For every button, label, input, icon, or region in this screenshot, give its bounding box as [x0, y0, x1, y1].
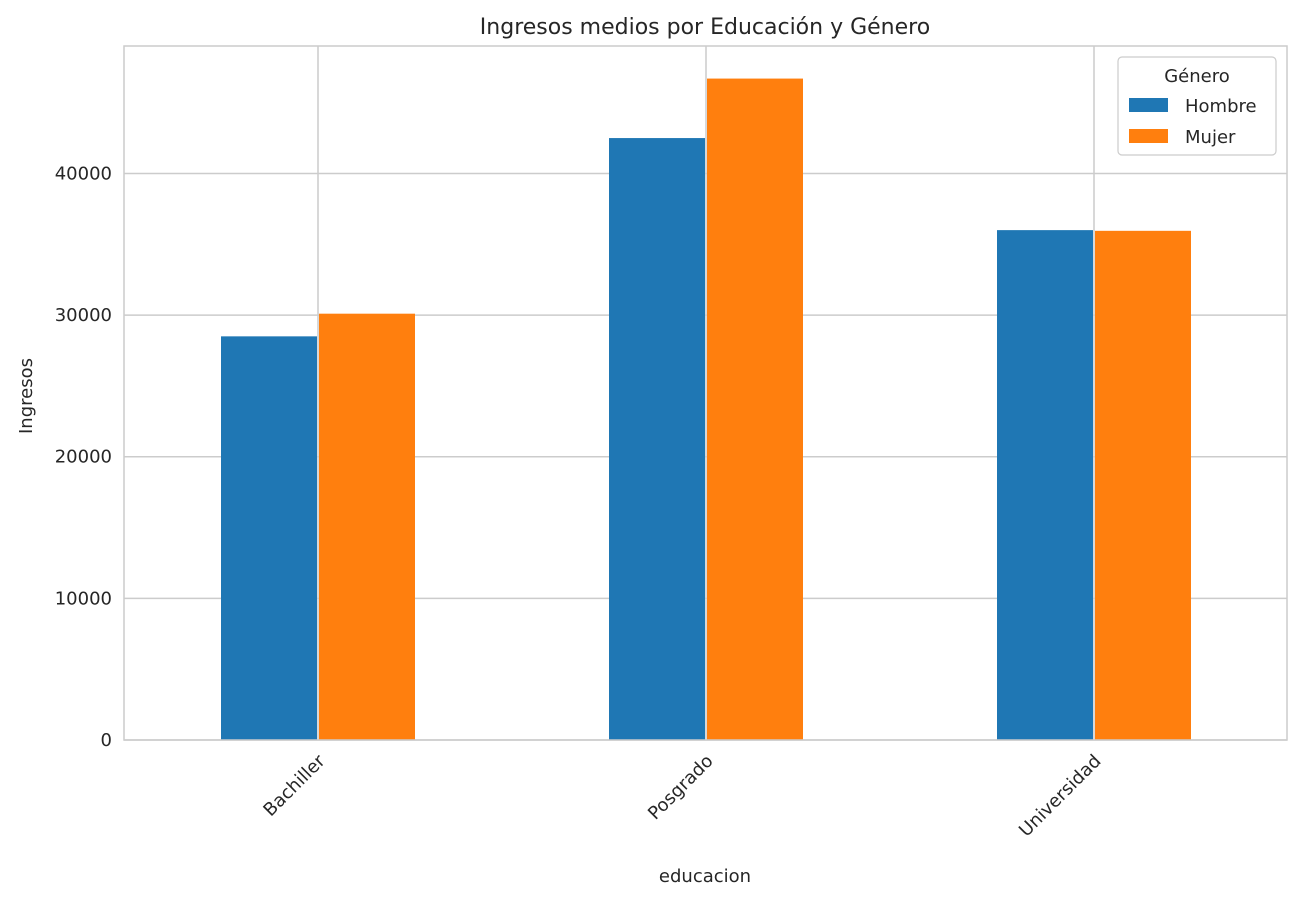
plot-frame — [123, 45, 1288, 741]
y-tick-label: 0 — [101, 730, 112, 751]
legend-title: Género — [1164, 66, 1230, 87]
x-tick-label: Bachiller — [259, 750, 330, 821]
x-tick-label: Universidad — [1015, 751, 1105, 841]
x-axis-label: educacion — [659, 866, 751, 887]
bar-mujer-posgrado — [707, 78, 803, 741]
y-ticks: 0 10000 20000 30000 40000 — [55, 163, 112, 751]
x-tick-label: Posgrado — [644, 751, 717, 824]
legend-label-hombre: Hombre — [1185, 96, 1257, 117]
grid-lines — [124, 46, 1287, 741]
bar-hombre-bachiller — [221, 336, 317, 740]
bar-hombre-universidad — [997, 230, 1093, 741]
y-tick-label: 20000 — [55, 447, 112, 468]
bar-mujer-universidad — [1095, 230, 1191, 740]
y-axis-label: Ingresos — [16, 358, 37, 434]
legend-swatch-mujer — [1129, 129, 1168, 143]
legend-label-mujer: Mujer — [1185, 127, 1236, 148]
chart-title: Ingresos medios por Educación y Género — [480, 15, 930, 40]
y-tick-label: 30000 — [55, 305, 112, 326]
bar-mujer-bachiller — [319, 313, 415, 740]
legend-swatch-hombre — [1129, 98, 1168, 112]
x-ticks: Bachiller Posgrado Universidad — [259, 750, 1105, 841]
y-tick-label: 10000 — [55, 588, 112, 609]
bar-hombre-posgrado — [609, 138, 705, 740]
y-tick-label: 40000 — [55, 163, 112, 184]
bars — [221, 78, 1191, 741]
legend: Género Hombre Mujer — [1117, 56, 1277, 156]
